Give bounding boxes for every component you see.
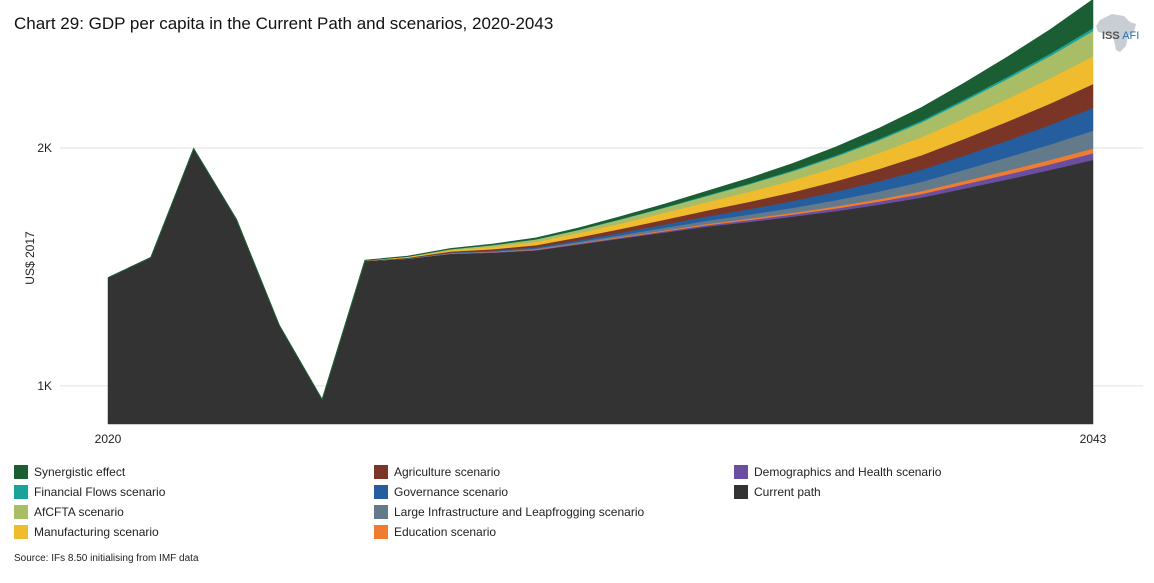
legend-item-current-path: Current path xyxy=(734,483,821,501)
area-layer xyxy=(107,0,1094,425)
legend-label: Education scenario xyxy=(394,525,497,539)
x-tick-label: 2020 xyxy=(95,432,122,446)
legend-label: Synergistic effect xyxy=(34,465,126,479)
legend-label: Manufacturing scenario xyxy=(34,525,159,539)
legend-label: Financial Flows scenario xyxy=(34,485,166,499)
legend-label: Demographics and Health scenario xyxy=(754,465,942,479)
legend-label: Large Infrastructure and Leapfrogging sc… xyxy=(394,505,645,519)
africa-map-icon xyxy=(1096,14,1136,52)
legend-swatch xyxy=(734,465,748,479)
legend-swatch xyxy=(14,465,28,479)
legend-item-afcfta-scenario: AfCFTA scenario xyxy=(14,503,124,521)
y-tick-label: 1K xyxy=(37,379,52,393)
legend-swatch xyxy=(374,465,388,479)
total-outline xyxy=(107,0,1094,401)
logo-iss: ISS xyxy=(1102,30,1120,42)
legend-label: Current path xyxy=(754,485,821,499)
legend-label: AfCFTA scenario xyxy=(34,505,124,519)
legend-item-demographics-and-health-scenario: Demographics and Health scenario xyxy=(734,463,941,481)
source-note: Source: IFs 8.50 initialising from IMF d… xyxy=(14,553,199,564)
legend-label: Governance scenario xyxy=(394,485,509,499)
legend-item-manufacturing-scenario: Manufacturing scenario xyxy=(14,523,159,541)
legend-swatch xyxy=(374,505,388,519)
legend: Synergistic effect Financial Flows scenar… xyxy=(14,463,1144,545)
gdp-area-chart: 1K 2K 2020 2043 US$ 2017 xyxy=(23,0,1143,446)
legend-swatch xyxy=(14,505,28,519)
legend-item-education-scenario: Education scenario xyxy=(374,523,496,541)
legend-item-governance-scenario: Governance scenario xyxy=(374,483,508,501)
legend-label: Agriculture scenario xyxy=(394,465,501,479)
y-tick-label: 2K xyxy=(37,141,52,155)
legend-swatch xyxy=(374,525,388,539)
logo-afi: AFI xyxy=(1122,30,1140,42)
axis-layer: 1K 2K 2020 2043 xyxy=(37,141,1106,446)
legend-swatch xyxy=(14,525,28,539)
legend-item-large-infrastructure-and-leapfrogging-scenario: Large Infrastructure and Leapfrogging sc… xyxy=(374,503,644,521)
legend-item-synergistic-effect: Synergistic effect xyxy=(14,463,125,481)
x-tick-label: 2043 xyxy=(1080,432,1107,446)
legend-item-financial-flows-scenario: Financial Flows scenario xyxy=(14,483,165,501)
legend-item-agriculture-scenario: Agriculture scenario xyxy=(374,463,500,481)
legend-swatch xyxy=(14,485,28,499)
legend-swatch xyxy=(374,485,388,499)
legend-swatch xyxy=(734,485,748,499)
y-axis-label: US$ 2017 xyxy=(23,231,37,285)
chart-title: Chart 29: GDP per capita in the Current … xyxy=(14,14,554,33)
